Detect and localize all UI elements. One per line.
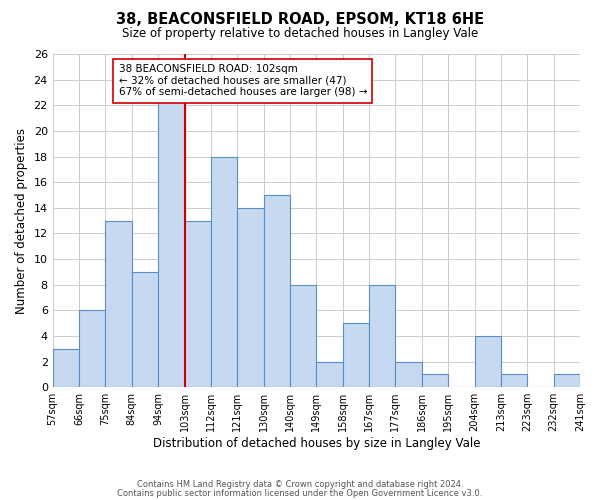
Bar bbox=[132, 272, 158, 387]
Bar bbox=[422, 374, 448, 387]
Bar bbox=[290, 284, 316, 387]
Bar bbox=[395, 362, 422, 387]
Text: Contains HM Land Registry data © Crown copyright and database right 2024.: Contains HM Land Registry data © Crown c… bbox=[137, 480, 463, 489]
Bar bbox=[158, 92, 185, 387]
Bar bbox=[53, 349, 79, 387]
Text: Size of property relative to detached houses in Langley Vale: Size of property relative to detached ho… bbox=[122, 28, 478, 40]
Text: 38 BEACONSFIELD ROAD: 102sqm
← 32% of detached houses are smaller (47)
67% of se: 38 BEACONSFIELD ROAD: 102sqm ← 32% of de… bbox=[119, 64, 367, 98]
Bar bbox=[237, 208, 263, 387]
Bar bbox=[211, 156, 237, 387]
Bar bbox=[369, 284, 395, 387]
Bar bbox=[475, 336, 501, 387]
Bar bbox=[554, 374, 580, 387]
Bar bbox=[343, 323, 369, 387]
X-axis label: Distribution of detached houses by size in Langley Vale: Distribution of detached houses by size … bbox=[152, 437, 480, 450]
Bar bbox=[501, 374, 527, 387]
Bar bbox=[263, 195, 290, 387]
Bar bbox=[185, 220, 211, 387]
Bar bbox=[106, 220, 132, 387]
Text: Contains public sector information licensed under the Open Government Licence v3: Contains public sector information licen… bbox=[118, 490, 482, 498]
Bar bbox=[316, 362, 343, 387]
Bar bbox=[79, 310, 106, 387]
Y-axis label: Number of detached properties: Number of detached properties bbox=[15, 128, 28, 314]
Text: 38, BEACONSFIELD ROAD, EPSOM, KT18 6HE: 38, BEACONSFIELD ROAD, EPSOM, KT18 6HE bbox=[116, 12, 484, 28]
